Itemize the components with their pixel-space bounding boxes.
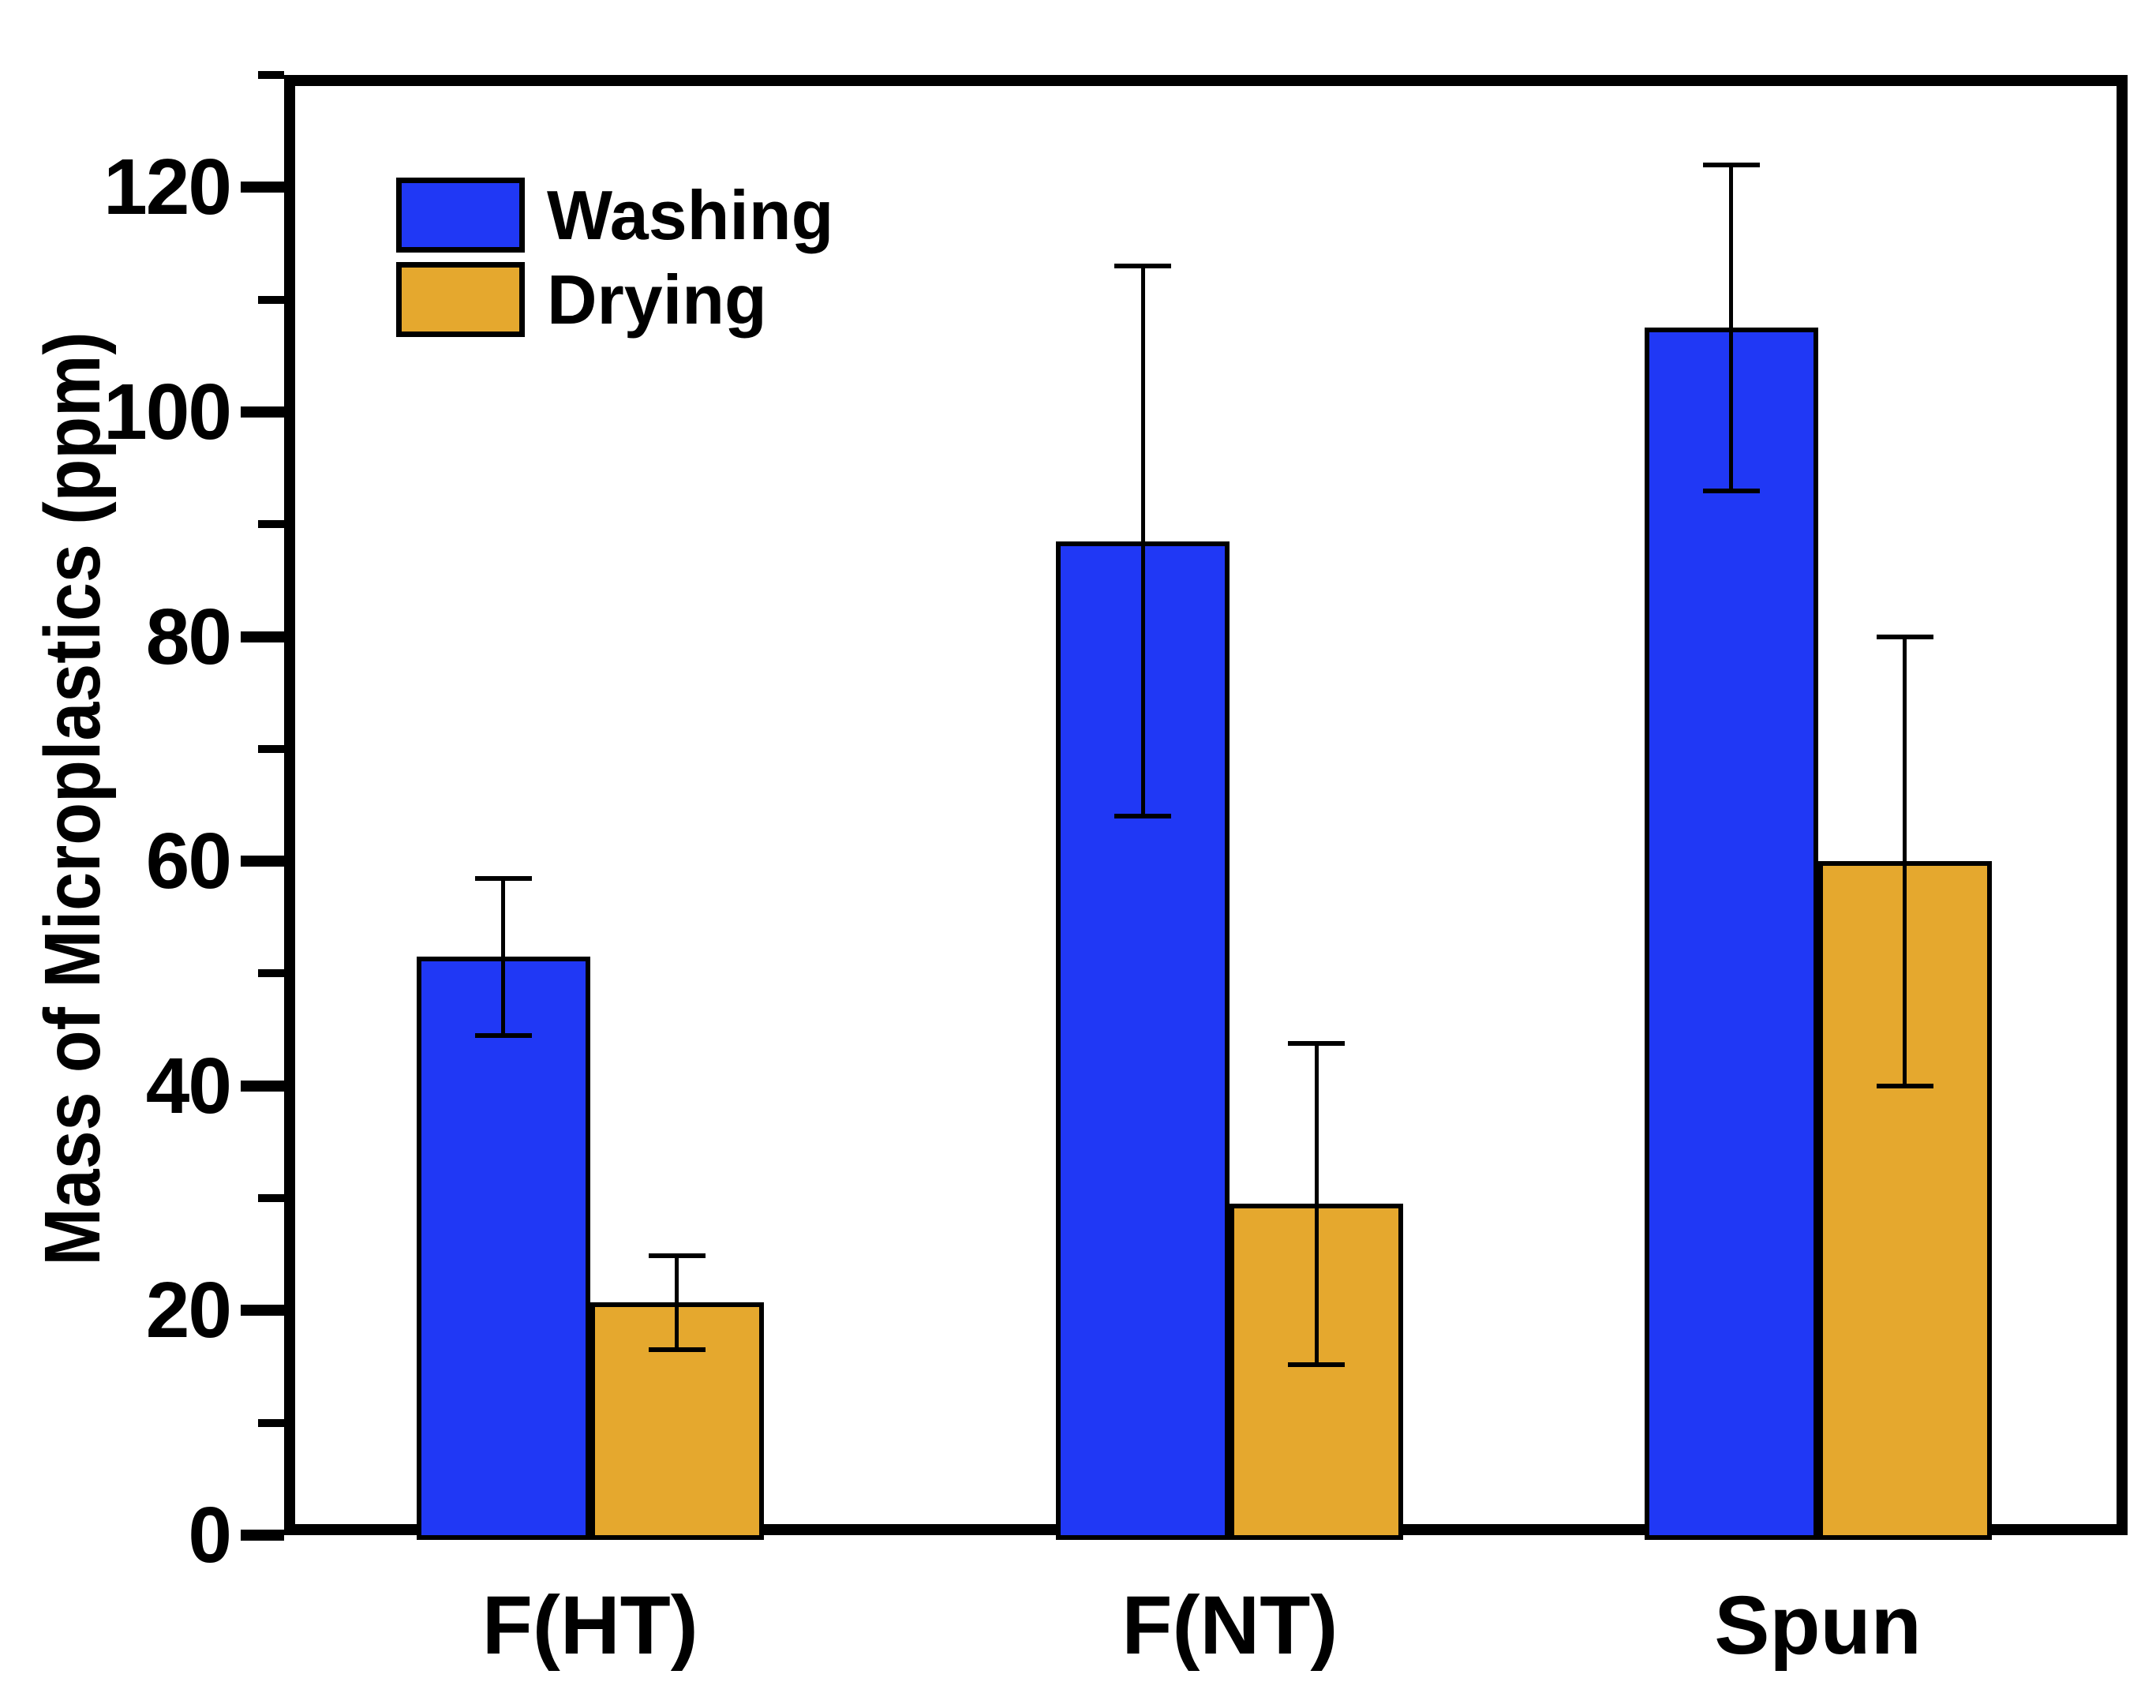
y-tick-label: 120 — [103, 143, 232, 232]
y-major-tick — [241, 406, 284, 418]
error-bar-line — [1729, 164, 1734, 491]
legend-row-washing: Washing — [396, 178, 833, 253]
error-bar-line — [675, 1255, 679, 1350]
y-minor-tick — [258, 1194, 284, 1203]
error-bar-line — [501, 878, 506, 1036]
error-bar-cap — [648, 1347, 706, 1353]
legend-swatch-washing — [396, 178, 525, 253]
error-bar-cap — [474, 1032, 532, 1038]
error-bar-cap — [1702, 162, 1760, 167]
error-bar-cap — [1114, 814, 1172, 819]
y-tick-label: 40 — [145, 1041, 232, 1130]
error-bar-cap — [1288, 1040, 1346, 1046]
y-tick-label: 60 — [145, 817, 232, 906]
y-major-tick — [241, 856, 284, 867]
y-major-tick — [241, 182, 284, 193]
y-tick-label: 100 — [103, 367, 232, 456]
legend-row-drying: Drying — [396, 262, 833, 337]
y-tick-label: 0 — [188, 1491, 232, 1579]
error-bar-line — [1314, 1043, 1319, 1365]
x-category-label: Spun — [1714, 1579, 1922, 1672]
error-bar-line — [1140, 265, 1145, 817]
y-major-tick — [241, 1080, 284, 1092]
legend-label-washing: Washing — [547, 176, 834, 254]
legend-swatch-drying — [396, 262, 525, 337]
y-tick-label: 20 — [145, 1266, 232, 1355]
x-category-label: F(HT) — [481, 1579, 698, 1672]
y-major-tick — [241, 631, 284, 642]
error-bar-cap — [648, 1253, 706, 1258]
y-minor-tick — [258, 744, 284, 753]
legend-label-drying: Drying — [547, 260, 767, 339]
y-tick-label: 80 — [145, 592, 232, 681]
error-bar-line — [1903, 636, 1907, 1086]
error-bar-cap — [1876, 1083, 1933, 1088]
error-bar-cap — [474, 875, 532, 881]
y-minor-tick — [258, 520, 284, 529]
y-major-tick — [241, 1305, 284, 1317]
error-bar-cap — [1702, 488, 1760, 493]
bar-washing-F(HT) — [416, 957, 590, 1540]
error-bar-cap — [1114, 263, 1172, 268]
legend: Washing Drying — [396, 178, 833, 346]
error-bar-cap — [1876, 634, 1933, 639]
bar-washing-Spun — [1644, 328, 1818, 1540]
error-bar-cap — [1288, 1362, 1346, 1367]
y-minor-tick — [258, 969, 284, 978]
y-minor-tick — [258, 295, 284, 304]
x-category-label: F(NT) — [1121, 1579, 1338, 1672]
y-minor-tick — [258, 71, 284, 79]
y-major-tick — [241, 1530, 284, 1541]
y-minor-tick — [258, 1418, 284, 1427]
